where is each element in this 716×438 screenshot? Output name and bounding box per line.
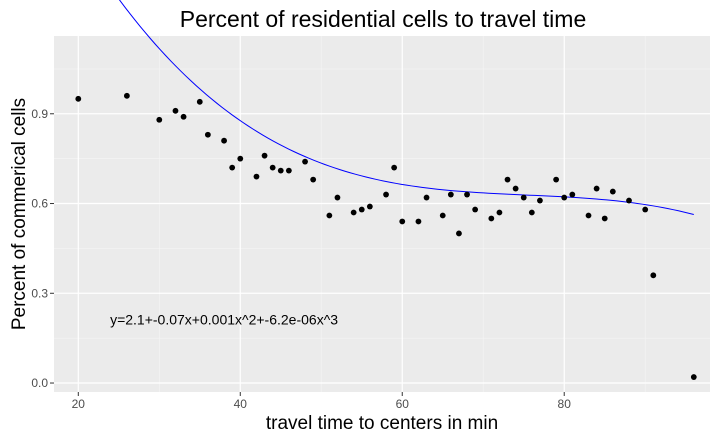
data-point: [156, 116, 163, 123]
y-axis-title: Percent of commerical cells: [9, 98, 30, 330]
x-tick-label: 20: [72, 397, 86, 411]
data-point: [464, 191, 470, 198]
y-axis-ticks: 0.0 0.3 0.6 0.9: [31, 107, 54, 390]
data-point: [650, 272, 657, 279]
data-point: [415, 218, 422, 225]
plot-panel: [54, 36, 710, 392]
data-point: [391, 164, 398, 171]
data-point: [585, 212, 592, 219]
data-point: [690, 374, 697, 380]
data-point: [399, 218, 406, 225]
data-point: [423, 194, 430, 201]
x-axis-title: travel time to centers in min: [266, 413, 498, 434]
data-point: [569, 191, 576, 198]
data-point: [520, 194, 527, 201]
data-point: [472, 206, 479, 213]
data-point: [285, 167, 292, 174]
data-point: [456, 230, 462, 237]
data-point: [310, 176, 317, 183]
fit-curve-layer: [118, 0, 694, 216]
grid-major: [54, 36, 710, 392]
x-tick-label: 60: [396, 397, 410, 411]
x-axis-ticks: 20 40 60 80: [72, 392, 572, 411]
data-point: [553, 176, 560, 183]
x-tick-label: 40: [234, 397, 248, 411]
data-point: [269, 164, 276, 171]
y-tick-label: 0.3: [31, 286, 48, 300]
data-point: [626, 197, 632, 204]
y-tick-label: 0.6: [31, 197, 48, 211]
data-point: [196, 98, 203, 105]
data-point: [277, 167, 284, 174]
data-point: [180, 113, 187, 120]
data-points-layer: [75, 92, 697, 380]
data-point: [447, 191, 454, 198]
data-point: [383, 191, 389, 198]
data-point: [504, 176, 511, 183]
chart-title: Percent of residential cells to travel t…: [180, 6, 587, 32]
x-tick-label: 80: [558, 397, 572, 411]
data-point: [229, 164, 236, 171]
y-tick-label: 0.0: [31, 376, 48, 390]
data-point: [253, 173, 260, 180]
data-point: [350, 209, 357, 216]
data-point: [601, 215, 608, 222]
data-point: [221, 137, 227, 144]
data-point: [642, 206, 649, 213]
data-point: [358, 206, 365, 213]
data-point: [561, 194, 568, 201]
data-point: [237, 155, 244, 162]
data-point: [334, 194, 341, 201]
data-point: [512, 185, 519, 192]
data-point: [75, 95, 82, 102]
data-point: [609, 188, 616, 195]
data-point: [439, 212, 446, 219]
data-point: [488, 215, 495, 222]
y-tick-label: 0.9: [31, 107, 48, 121]
data-point: [496, 209, 503, 216]
data-point: [537, 197, 543, 204]
data-point: [172, 107, 179, 114]
data-point: [528, 209, 535, 216]
data-point: [593, 185, 600, 192]
data-point: [366, 203, 373, 210]
fit-curve: [118, 0, 694, 216]
data-point: [123, 92, 130, 99]
data-point: [326, 212, 333, 219]
fit-equation-annotation: y=2.1+-0.07x+0.001x^2+-6.2e-06x^3: [110, 312, 338, 328]
data-point: [261, 152, 268, 159]
data-point: [302, 158, 308, 165]
data-point: [204, 131, 211, 138]
grid-minor: [54, 36, 710, 392]
